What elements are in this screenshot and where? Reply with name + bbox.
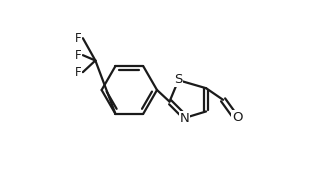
Text: O: O: [232, 111, 242, 124]
Text: F: F: [75, 32, 82, 45]
Text: F: F: [75, 66, 82, 79]
Text: F: F: [75, 49, 82, 62]
Text: S: S: [174, 73, 183, 86]
Text: N: N: [180, 112, 190, 125]
